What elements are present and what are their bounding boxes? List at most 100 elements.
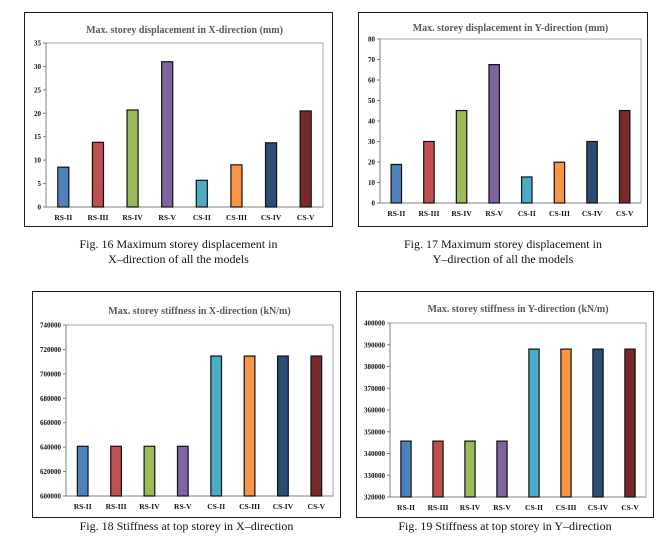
y-tick-label: 720000 (40, 346, 62, 354)
bar-rs-ii (76, 445, 89, 497)
x-tick-label: RS-II (54, 213, 72, 222)
y-tick-label: 380000 (364, 363, 386, 371)
caption-fig19: Fig. 19 Stiffness at top storey in Y–dir… (356, 519, 654, 534)
bar-rs-iv (464, 440, 476, 498)
x-tick-label: RS-IV (460, 503, 481, 512)
bar-rs-iii (423, 140, 435, 204)
bar-cs-iii (243, 355, 256, 497)
bar-rs-v (488, 64, 501, 204)
y-tick-label: 660000 (40, 419, 62, 427)
plot-area (379, 38, 642, 204)
bar-cs-v (299, 110, 312, 208)
chart-frame-fig19: Max. storey stiffness in Y-direction (kN… (356, 291, 654, 518)
y-tick-label: 35 (34, 40, 42, 48)
caption-fig18: Fig. 18 Stiffness at top storey in X–dir… (32, 519, 341, 534)
y-tick-label: 30 (368, 138, 376, 146)
x-tick-label: CS-II (207, 502, 225, 511)
y-tick-label: 330000 (364, 472, 386, 480)
x-tick-label: RS-V (158, 213, 176, 222)
y-tick-label: 70 (368, 56, 376, 64)
caption-fig16: Fig. 16 Maximum storey displacement in X… (24, 237, 333, 267)
x-tick-label: CS-III (226, 213, 247, 222)
bar-chart-fig16: Max. storey displacement in X-direction … (34, 25, 324, 222)
chart-frame-fig16: Max. storey displacement in X-direction … (24, 12, 333, 227)
y-tick-label: 60 (368, 77, 376, 85)
bar-rs-ii (400, 440, 412, 498)
plot-area (389, 322, 647, 498)
y-tick-label: 400000 (364, 320, 386, 328)
y-tick-label: 20 (368, 159, 376, 167)
y-tick-label: 350000 (364, 428, 386, 436)
x-tick-label: RS-III (428, 503, 449, 512)
bar-cs-iv (586, 140, 598, 204)
caption-fig19-line1: Fig. 19 Stiffness at top storey in Y–dir… (398, 519, 612, 533)
chart-frame-fig17: Max. storey displacement in Y-direction … (358, 12, 648, 227)
bar-rs-v (496, 440, 508, 498)
y-tick-label: 740000 (40, 322, 62, 330)
bar-cs-v (618, 109, 631, 204)
x-tick-label: CS-III (549, 209, 570, 218)
caption-fig17-line2: Y–direction of all the models (432, 252, 574, 266)
x-tick-label: RS-III (88, 213, 109, 222)
bar-cs-iv (276, 355, 289, 497)
x-tick-label: CS-III (239, 502, 260, 511)
bar-chart-fig19: Max. storey stiffness in Y-direction (kN… (364, 304, 647, 512)
bar-rs-v (161, 61, 174, 208)
x-tick-label: CS-V (308, 502, 326, 511)
x-tick-label: RS-V (493, 503, 511, 512)
y-tick-label: 320000 (364, 494, 386, 502)
bar-rs-iv (143, 445, 156, 497)
bar-cs-iii (553, 161, 566, 204)
y-tick-label: 680000 (40, 395, 62, 403)
bar-chart-fig18: Max. storey stiffness in X-direction (kN… (40, 306, 334, 511)
y-tick-label: 0 (372, 200, 376, 208)
chart-title: Max. storey stiffness in X-direction (kN… (108, 306, 290, 317)
caption-fig16-line2: X–direction of all the models (108, 252, 249, 266)
bar-cs-ii (210, 355, 223, 497)
bar-cs-ii (528, 348, 540, 498)
x-tick-label: RS-II (74, 502, 92, 511)
y-tick-label: 40 (368, 118, 376, 126)
bar-cs-ii (195, 179, 208, 208)
bar-cs-iii (560, 348, 572, 498)
chart-title: Max. storey displacement in X-direction … (86, 25, 283, 36)
bar-cs-iv (592, 348, 604, 498)
x-tick-label: CS-IV (261, 213, 282, 222)
y-tick-label: 390000 (364, 341, 386, 349)
y-tick-label: 15 (34, 133, 42, 141)
x-tick-label: CS-IV (273, 502, 294, 511)
bar-rs-v (176, 445, 189, 497)
x-tick-label: RS-III (106, 502, 127, 511)
bar-cs-v (310, 355, 323, 497)
bar-rs-iii (110, 445, 123, 497)
bar-cs-iv (264, 142, 278, 208)
y-tick-label: 50 (368, 97, 376, 105)
x-tick-label: CS-IV (582, 209, 603, 218)
y-tick-label: 80 (368, 36, 376, 44)
x-tick-label: RS-V (174, 502, 192, 511)
bar-rs-iv (126, 109, 139, 208)
x-tick-label: CS-III (556, 503, 577, 512)
x-tick-label: CS-II (518, 209, 536, 218)
y-tick-label: 10 (368, 179, 376, 187)
x-tick-label: RS-IV (122, 213, 143, 222)
bar-rs-iii (91, 141, 105, 208)
x-tick-label: CS-V (297, 213, 315, 222)
y-tick-label: 600000 (40, 493, 62, 501)
x-tick-label: CS-II (193, 213, 211, 222)
y-tick-label: 0 (38, 204, 42, 212)
y-tick-label: 700000 (40, 370, 62, 378)
x-tick-label: RS-II (387, 209, 405, 218)
y-tick-label: 340000 (364, 450, 386, 458)
y-tick-label: 620000 (40, 468, 62, 476)
x-tick-label: CS-V (621, 503, 639, 512)
chart-title: Max. storey stiffness in Y-direction (kN… (427, 304, 608, 315)
bar-chart-fig17: Max. storey displacement in Y-direction … (368, 23, 642, 218)
bar-cs-v (624, 348, 636, 498)
chart-frame-fig18: Max. storey stiffness in X-direction (kN… (32, 291, 341, 518)
y-tick-label: 30 (34, 63, 42, 71)
bar-rs-iii (432, 440, 444, 498)
x-tick-label: RS-V (485, 209, 503, 218)
x-tick-label: RS-II (397, 503, 415, 512)
x-tick-label: CS-V (616, 209, 634, 218)
